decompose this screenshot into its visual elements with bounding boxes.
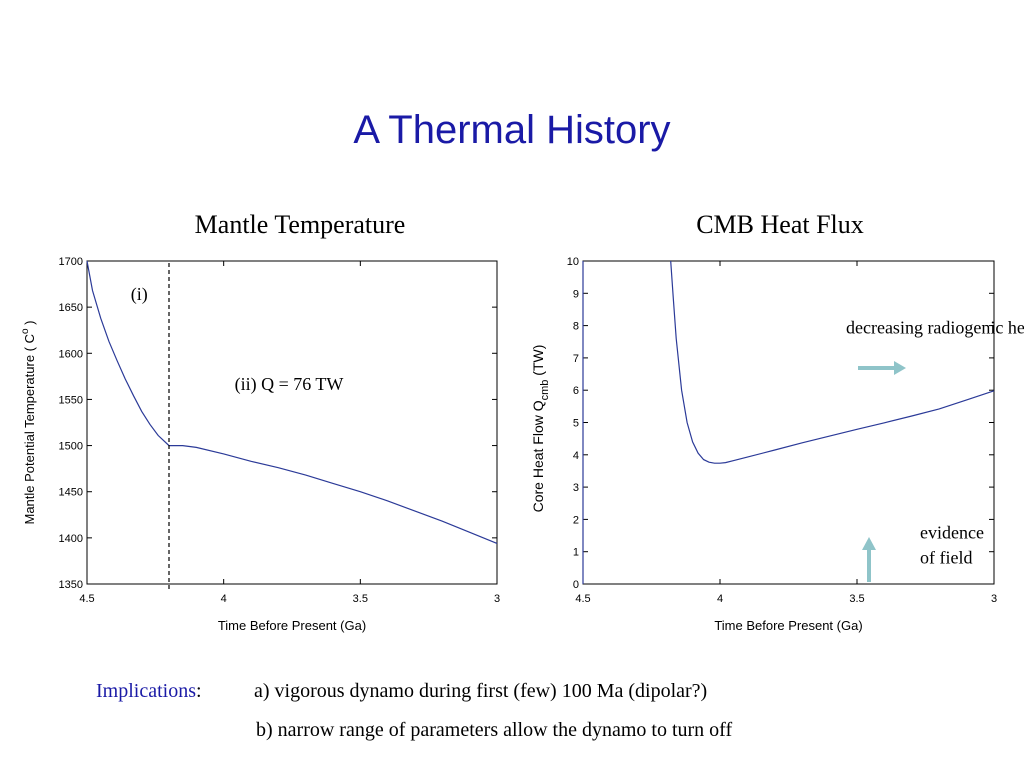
mantle-ytick-label: 1700 [59, 256, 83, 268]
mantle-series-line [86, 260, 498, 544]
cmb-ytick-label: 7 [573, 353, 579, 365]
cmb-ytick-label: 3 [573, 482, 579, 494]
cmb-ytick-label: 4 [573, 450, 579, 462]
cmb-ytick-label: 2 [573, 514, 579, 526]
mantle-ylabel: Mantle Potential Temperature ( Co ) [20, 320, 37, 524]
cmb-ytick-label: 8 [573, 321, 579, 333]
implication-b: b) narrow range of parameters allow the … [256, 719, 733, 741]
mantle-plot-frame [86, 260, 498, 585]
cmb-xtick-label: 3.5 [849, 593, 864, 605]
mantle-xlabel: Time Before Present (Ga) [218, 618, 366, 633]
cmb-ytick-label: 9 [573, 288, 579, 300]
cmb-ytick-label: 0 [573, 579, 579, 591]
up-arrow-head-icon [862, 537, 876, 550]
mantle-xtick-label: 4 [221, 593, 227, 605]
mantle-ytick-label: 1550 [59, 394, 83, 406]
mantle-xtick-label: 3.5 [353, 593, 368, 605]
cmb-ytick-label: 1 [573, 547, 579, 559]
cmb-ytick-label: 10 [567, 256, 579, 268]
cmb-annotation: evidence [920, 522, 984, 542]
implication-a: a) vigorous dynamo during first (few) 10… [254, 680, 708, 702]
mantle-chart-title: Mantle Temperature [194, 210, 406, 239]
cmb-chart-title: CMB Heat Flux [696, 210, 864, 239]
cmb-xtick-label: 3 [991, 593, 997, 605]
mantle-annotation: (i) [131, 284, 148, 305]
cmb-series-line [670, 260, 995, 464]
cmb-xlabel: Time Before Present (Ga) [714, 618, 862, 633]
mantle-ytick-label: 1350 [59, 579, 83, 591]
cmb-ylabel: Core Heat Flow Qcmb (TW) [530, 345, 551, 513]
mantle-annotation: (ii) Q = 76 TW [235, 374, 344, 395]
mantle-ytick-label: 1450 [59, 487, 83, 499]
implications-label: Implications [96, 680, 196, 702]
cmb-xtick-label: 4.5 [575, 593, 590, 605]
mantle-ytick-label: 1500 [59, 441, 83, 453]
cmb-annotation: of field [920, 548, 972, 568]
cmb-annotation: decreasing radiogenic heat [846, 318, 1024, 338]
mantle-xtick-label: 3 [494, 593, 500, 605]
cmb-xtick-label: 4 [717, 593, 723, 605]
slide-title: A Thermal History [353, 108, 671, 152]
implications-line-a: Implications: a) vigorous dynamo during … [96, 680, 707, 703]
mantle-xtick-label: 4.5 [79, 593, 94, 605]
implications-colon: : [195, 680, 202, 702]
mantle-ytick-label: 1600 [59, 348, 83, 360]
cmb-ytick-label: 6 [573, 385, 579, 397]
mantle-ytick-label: 1650 [59, 302, 83, 314]
cmb-ytick-label: 5 [573, 418, 579, 430]
mantle-ytick-label: 1400 [59, 533, 83, 545]
right-arrow-head-icon [894, 361, 906, 375]
